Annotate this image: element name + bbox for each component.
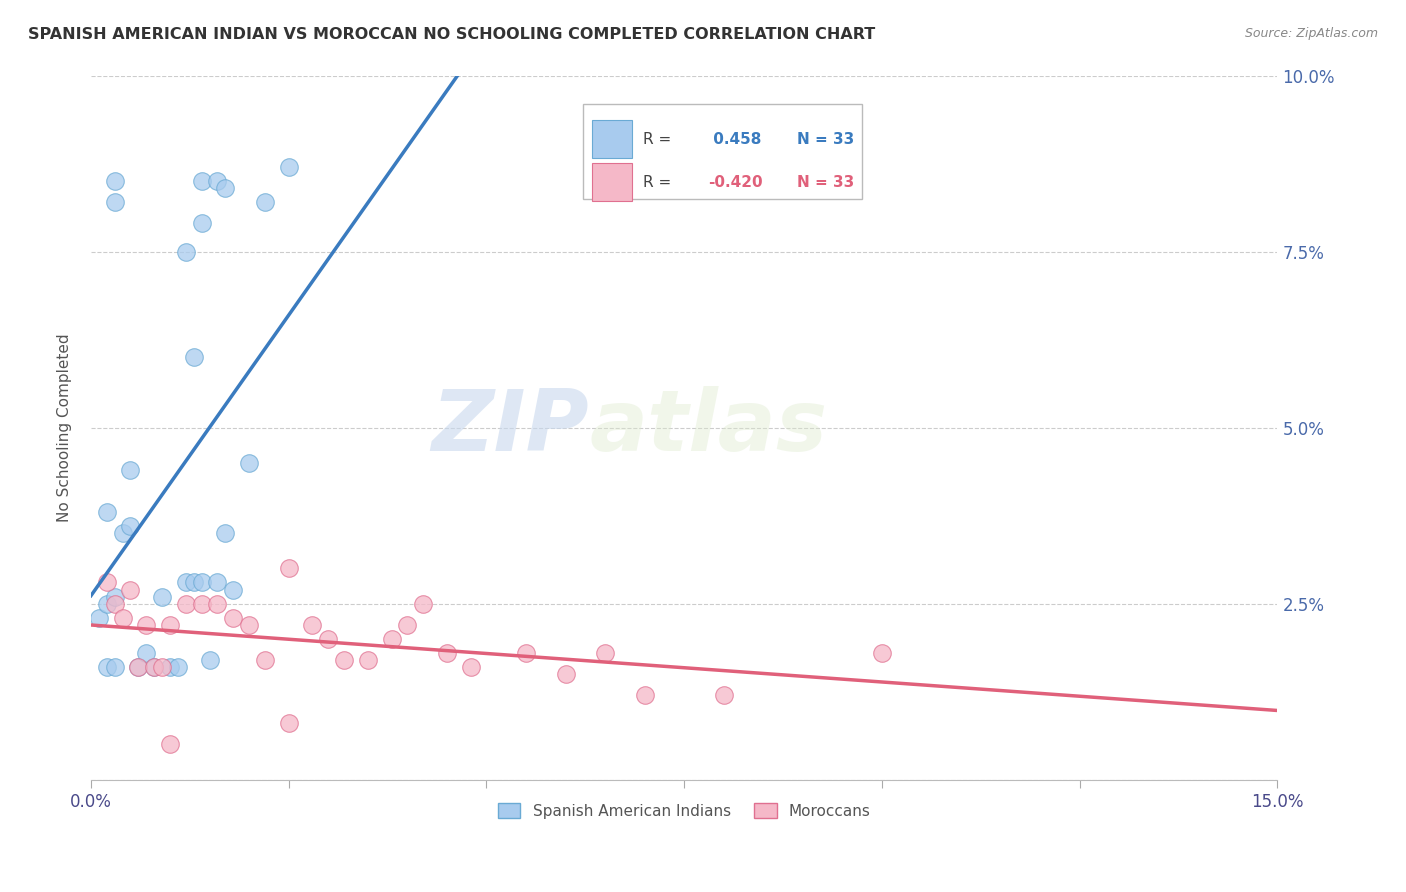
Point: [104, 195, 127, 210]
Point: [301, 617, 323, 632]
Point: [207, 174, 229, 188]
Point: [214, 526, 236, 541]
Point: [174, 597, 197, 611]
Text: atlas: atlas: [589, 386, 827, 469]
Text: SPANISH AMERICAN INDIAN VS MOROCCAN NO SCHOOLING COMPLETED CORRELATION CHART: SPANISH AMERICAN INDIAN VS MOROCCAN NO S…: [28, 27, 876, 42]
Point: [120, 519, 142, 533]
Point: [633, 688, 655, 702]
Point: [104, 174, 127, 188]
Point: [870, 646, 893, 660]
Point: [460, 660, 482, 674]
Point: [127, 660, 149, 674]
Point: [96, 505, 118, 519]
Point: [104, 597, 127, 611]
Point: [316, 632, 339, 646]
Text: R =: R =: [643, 132, 671, 147]
Point: [277, 561, 299, 575]
Y-axis label: No Schooling Completed: No Schooling Completed: [58, 334, 72, 522]
Point: [111, 526, 134, 541]
Point: [554, 667, 576, 681]
Point: [277, 160, 299, 174]
Point: [198, 653, 221, 667]
Point: [87, 610, 110, 624]
Point: [143, 660, 166, 674]
Text: -0.420: -0.420: [707, 175, 762, 190]
Text: R =: R =: [643, 175, 671, 190]
Text: ZIP: ZIP: [432, 386, 589, 469]
Text: N = 33: N = 33: [797, 175, 853, 190]
Point: [190, 216, 212, 230]
Point: [214, 181, 236, 195]
Point: [357, 653, 380, 667]
Point: [207, 575, 229, 590]
Point: [436, 646, 458, 660]
Point: [396, 617, 419, 632]
Point: [183, 350, 205, 364]
Text: 0.458: 0.458: [707, 132, 761, 147]
Point: [174, 575, 197, 590]
Point: [96, 575, 118, 590]
Point: [135, 646, 157, 660]
Point: [143, 660, 166, 674]
Point: [104, 590, 127, 604]
Point: [380, 632, 402, 646]
Point: [127, 660, 149, 674]
Point: [222, 582, 245, 597]
FancyBboxPatch shape: [583, 103, 862, 199]
Point: [96, 597, 118, 611]
Point: [238, 456, 260, 470]
Point: [515, 646, 537, 660]
Point: [412, 597, 434, 611]
Point: [150, 590, 173, 604]
Point: [159, 617, 181, 632]
Point: [96, 660, 118, 674]
Point: [253, 195, 276, 210]
Point: [253, 653, 276, 667]
Point: [222, 610, 245, 624]
Point: [183, 575, 205, 590]
Point: [150, 660, 173, 674]
Text: Source: ZipAtlas.com: Source: ZipAtlas.com: [1244, 27, 1378, 40]
Point: [159, 738, 181, 752]
Point: [190, 575, 212, 590]
Point: [238, 617, 260, 632]
Text: N = 33: N = 33: [797, 132, 853, 147]
Point: [120, 463, 142, 477]
Point: [190, 174, 212, 188]
Point: [120, 582, 142, 597]
Point: [207, 597, 229, 611]
Point: [593, 646, 616, 660]
Point: [104, 660, 127, 674]
Point: [135, 617, 157, 632]
Legend: Spanish American Indians, Moroccans: Spanish American Indians, Moroccans: [492, 797, 877, 825]
Point: [333, 653, 356, 667]
FancyBboxPatch shape: [592, 120, 631, 159]
Point: [713, 688, 735, 702]
Point: [174, 244, 197, 259]
Point: [190, 597, 212, 611]
FancyBboxPatch shape: [592, 163, 631, 201]
Point: [111, 610, 134, 624]
Point: [167, 660, 190, 674]
Point: [277, 716, 299, 731]
Point: [159, 660, 181, 674]
